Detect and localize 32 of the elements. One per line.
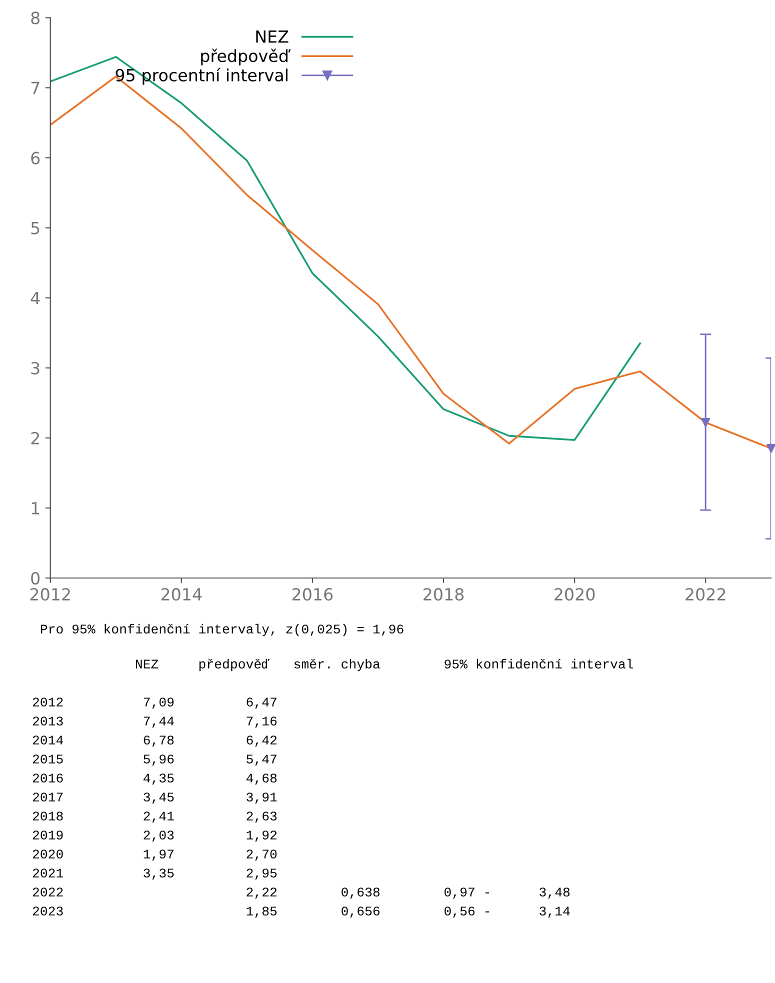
text: 2017 3,45 3,91 (32, 792, 277, 804)
legend-label: NEZ (256, 30, 288, 43)
x-tick-label: 2012 (30, 588, 70, 601)
y-tick-label: 7 (31, 82, 40, 94)
text: Pro 95% konfidenční intervaly, z(0,025) = 1,96 (40, 624, 404, 636)
x-tick-label: 2016 (292, 588, 333, 601)
text: 2016 4,35 4,68 (32, 774, 277, 785)
y-tick-label: 0 (31, 572, 40, 585)
x-tick-label: 2020 (554, 588, 595, 601)
text: 2022 2,22 0,638 0,97 - 3,48 (32, 888, 570, 899)
text: 2015 5,96 5,47 (32, 754, 276, 766)
x-tick-label: 2022 (686, 588, 726, 601)
x-tick-label: 2018 (424, 588, 464, 601)
y-tick-label: 1 (32, 502, 40, 514)
text: 2014 6,78 6,42 (32, 736, 277, 747)
y-tick-label: 2 (31, 432, 39, 444)
text: 2019 2,03 1,92 (32, 830, 277, 842)
legend-label: 95 procentní interval (116, 68, 288, 85)
y-tick-label: 3 (31, 362, 40, 374)
y-tick-label: 6 (31, 152, 40, 164)
text: 2018 2,41 2,63 (32, 812, 277, 823)
y-tick-label: 8 (31, 12, 40, 24)
x-tick-label: 2014 (161, 588, 202, 601)
text: 2021 3,35 2,95 (32, 868, 277, 880)
text: 2023 1,85 0,656 0,56 - 3,14 (32, 906, 570, 918)
y-tick-label: 5 (31, 222, 40, 234)
text: NEZ předpověď směr. chyba 95% konfidenční interval (136, 658, 634, 672)
text: 2020 1,97 2,70 (32, 850, 277, 861)
text: 2012 7,09 6,47 (32, 698, 276, 709)
y-tick-label: 4 (30, 292, 40, 304)
text: 2013 7,44 7,16 (32, 716, 277, 728)
legend-label: předpověď (201, 48, 291, 66)
